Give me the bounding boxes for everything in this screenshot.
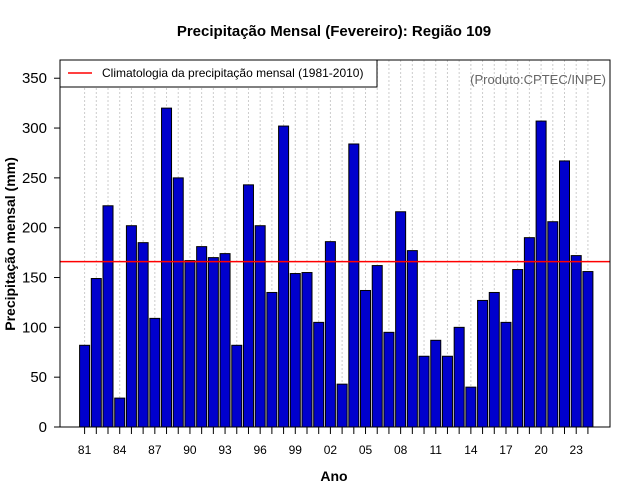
x-tick-label: 02 — [324, 443, 338, 457]
x-tick-label: 87 — [148, 443, 162, 457]
y-tick-label: 50 — [30, 369, 47, 386]
y-tick-label: 300 — [22, 120, 47, 137]
bar-1992 — [207, 257, 219, 428]
y-tick-label: 350 — [22, 70, 47, 87]
bar-2003 — [336, 383, 348, 428]
bar-2007 — [383, 331, 395, 428]
bar-1989 — [172, 177, 184, 428]
bar-2002 — [324, 241, 336, 428]
bar-2023 — [570, 255, 582, 428]
bar-2018 — [512, 269, 524, 428]
bar-2013 — [453, 326, 465, 428]
bar-1996 — [254, 225, 266, 428]
bar-1990 — [184, 260, 196, 428]
x-tick-label: 08 — [394, 443, 408, 457]
y-tick-label: 250 — [22, 170, 47, 187]
x-axis: 81 84 87 90 93 96 99 02 05 08 11 14 17 20 23 — [78, 426, 589, 457]
bar-1994 — [231, 344, 243, 428]
bar-2012 — [441, 355, 453, 428]
bar-2011 — [430, 339, 442, 428]
x-tick-label: 84 — [113, 443, 127, 457]
chart-title: Precipitação Mensal (Fevereiro): Região … — [177, 23, 491, 40]
bar-2016 — [488, 291, 500, 428]
bar-1985 — [125, 225, 137, 428]
bar-1998 — [278, 125, 290, 428]
bar-1997 — [266, 291, 278, 428]
x-tick-label: 81 — [78, 443, 92, 457]
bar-1993 — [219, 253, 231, 428]
bar-2009 — [406, 250, 418, 428]
bar-2001 — [313, 321, 325, 428]
x-tick-label: 05 — [359, 443, 373, 457]
bar-2000 — [301, 272, 313, 428]
y-tick-label: 0 — [39, 419, 47, 436]
bar-2004 — [348, 143, 360, 428]
bar-2017 — [500, 321, 512, 428]
bar-2020 — [535, 120, 547, 428]
source-note: (Produto:CPTEC/INPE) — [470, 72, 606, 87]
bar-2008 — [395, 211, 407, 428]
bar-2024 — [582, 271, 594, 428]
y-axis-label: Precipitação mensal (mm) — [2, 157, 18, 331]
y-tick-label: 200 — [22, 220, 47, 237]
bar-1991 — [196, 246, 208, 428]
bar-1987 — [149, 317, 161, 428]
bar-2014 — [465, 386, 477, 428]
bar-1986 — [137, 242, 149, 428]
bar-1984 — [114, 397, 126, 428]
bars — [79, 107, 594, 428]
x-tick-label: 93 — [218, 443, 232, 457]
bar-2015 — [477, 299, 489, 428]
bar-1999 — [289, 273, 301, 428]
x-tick-label: 23 — [570, 443, 584, 457]
bar-1982 — [90, 278, 102, 428]
bar-2021 — [547, 221, 559, 428]
legend-label: Climatologia da precipitação mensal (198… — [102, 66, 363, 80]
bar-2022 — [559, 160, 570, 428]
bar-2010 — [418, 355, 430, 428]
x-tick-label: 11 — [430, 443, 443, 457]
bar-2019 — [523, 237, 535, 428]
x-tick-label: 96 — [253, 443, 267, 457]
x-tick-label: 99 — [289, 443, 303, 457]
legend-box — [59, 59, 378, 88]
x-tick-label: 20 — [534, 443, 548, 457]
x-tick-label: 14 — [464, 443, 478, 457]
y-tick-label: 100 — [22, 319, 47, 336]
y-tick-label: 150 — [22, 270, 47, 287]
bar-1995 — [242, 184, 254, 428]
bar-2006 — [371, 265, 383, 428]
bar-1981 — [79, 344, 91, 428]
x-tick-label: 17 — [499, 443, 513, 457]
bar-2005 — [360, 289, 372, 428]
legend: Climatologia da precipitação mensal (198… — [59, 59, 378, 88]
x-tick-label: 90 — [183, 443, 197, 457]
bar-1983 — [102, 205, 114, 428]
x-axis-label: Ano — [320, 468, 347, 484]
bar-1988 — [161, 107, 173, 428]
y-axis: 0 50 100 150 200 250 300 350 — [22, 70, 60, 436]
